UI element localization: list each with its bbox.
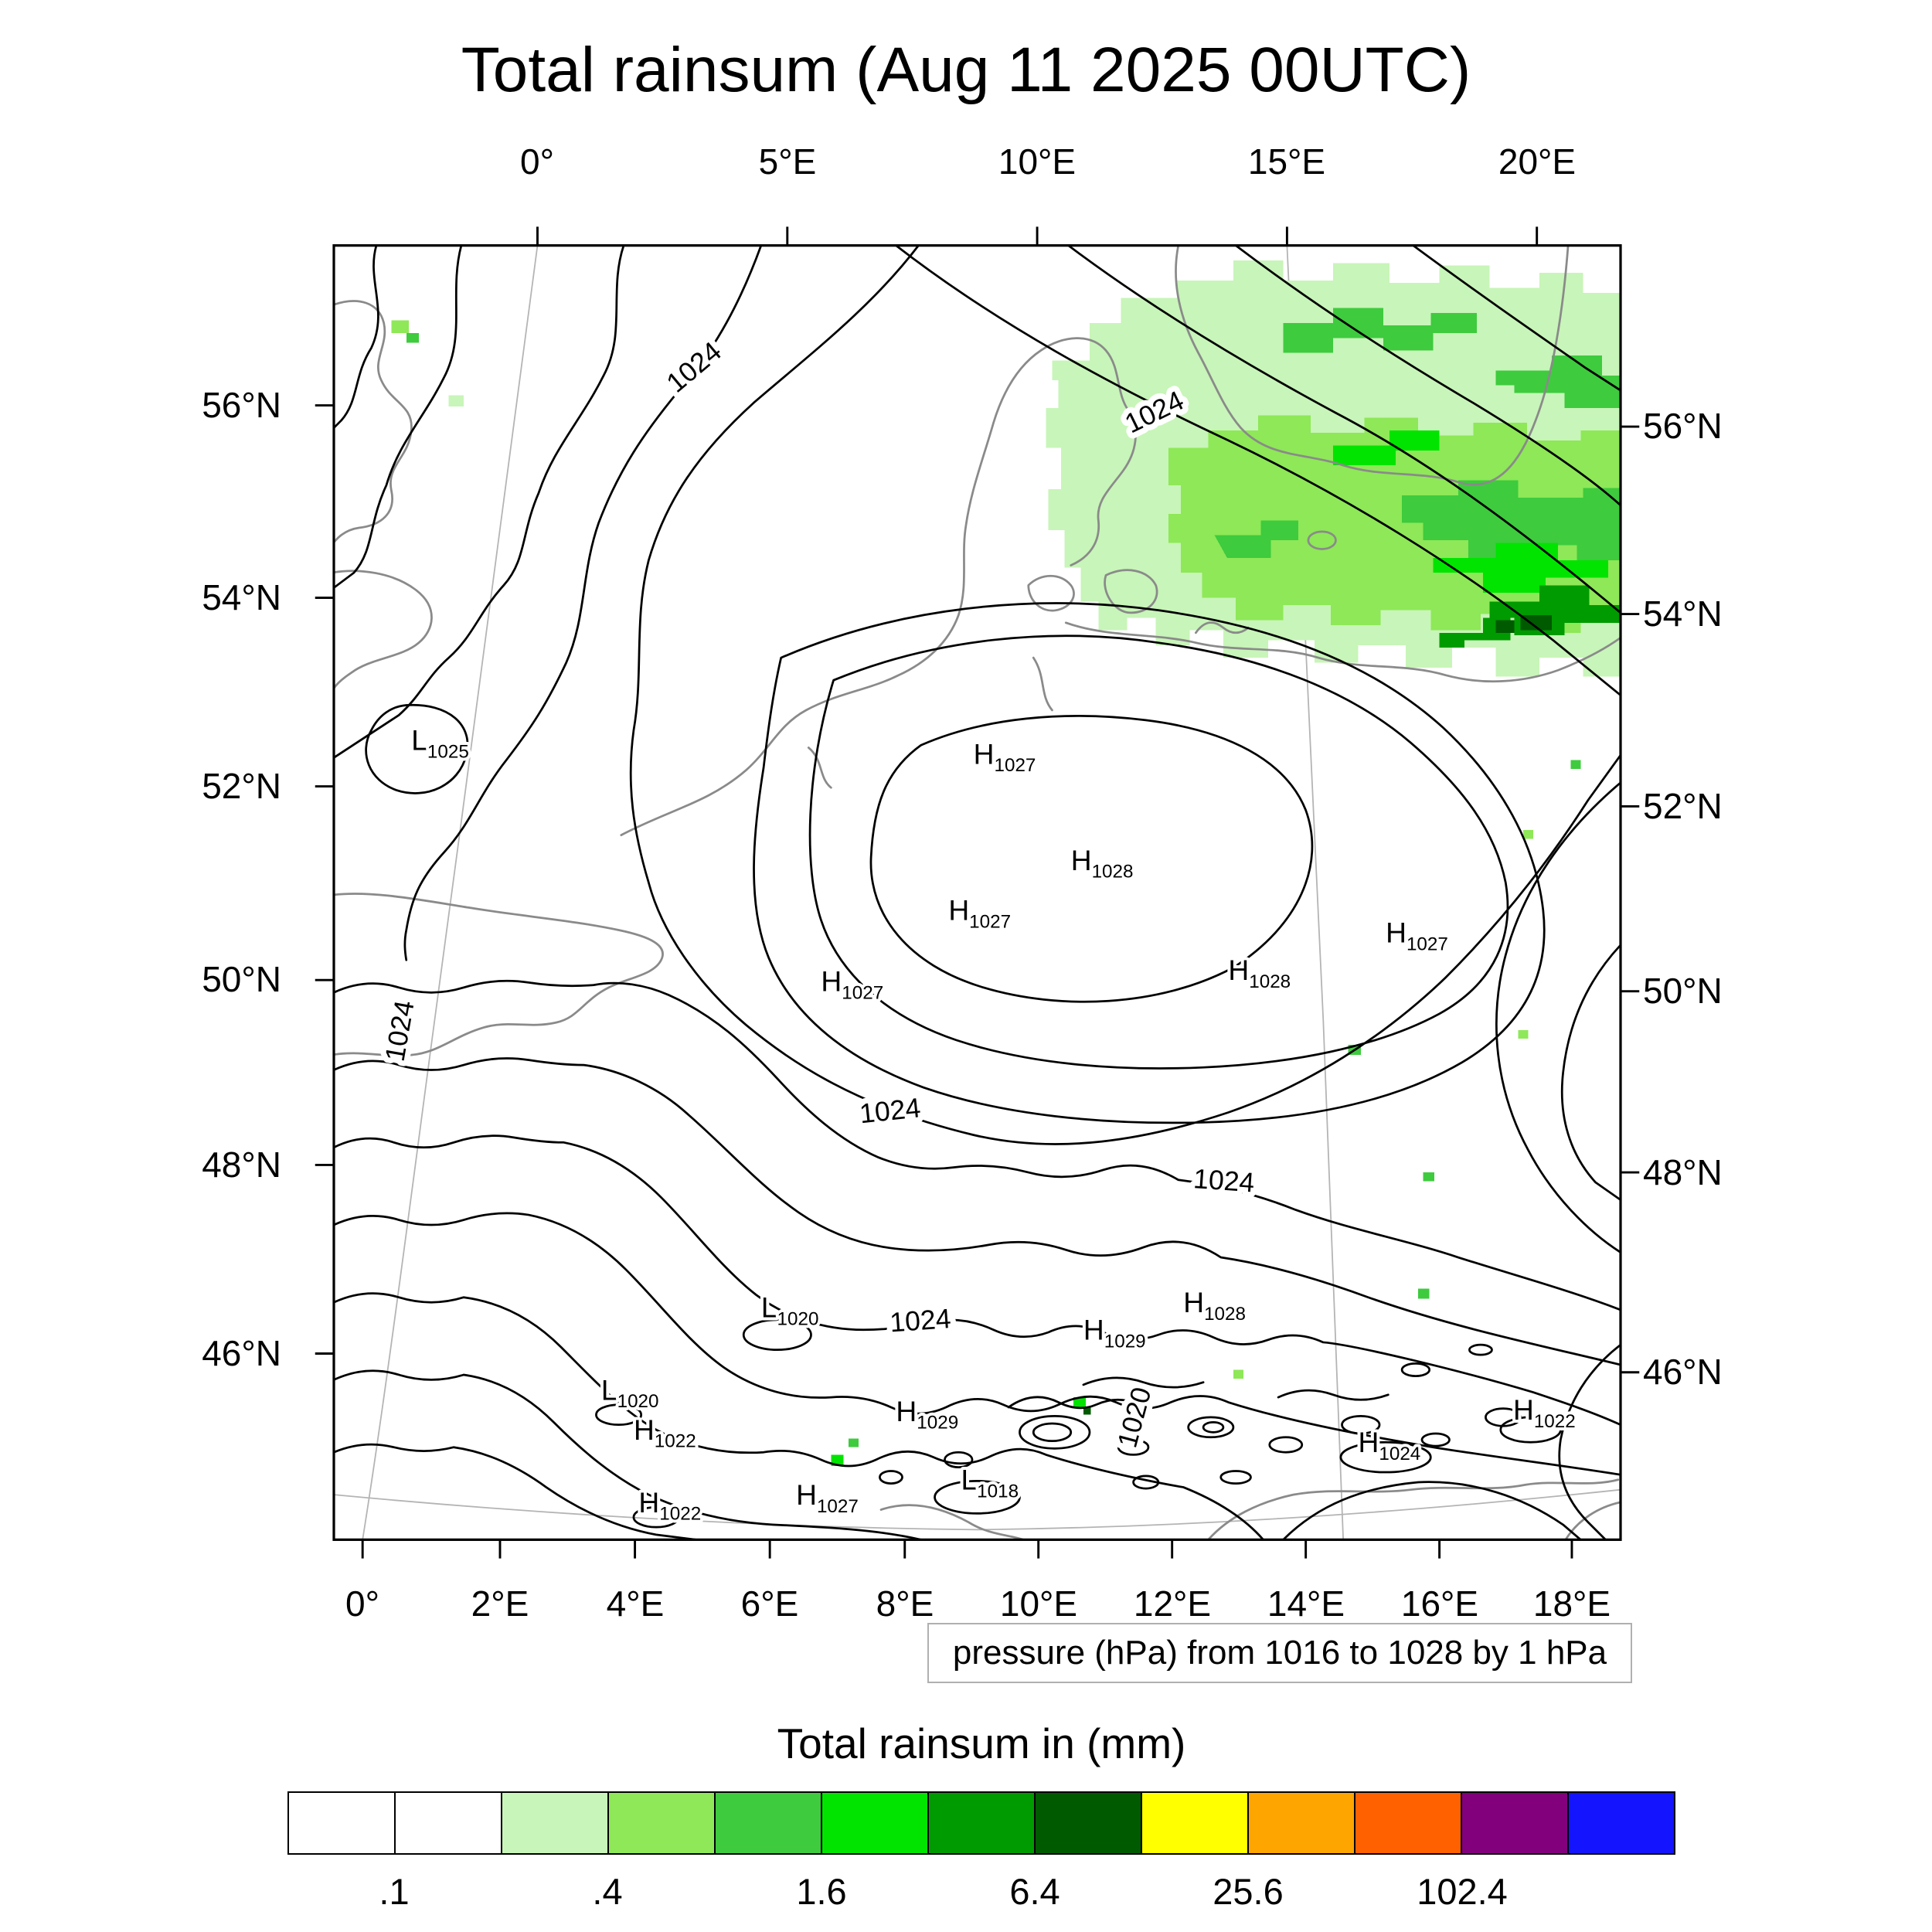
colorbar-cell bbox=[502, 1793, 609, 1853]
y-tick-label-left: 48°N bbox=[202, 1145, 281, 1185]
contour-label: 1020 bbox=[1111, 1384, 1157, 1451]
colorbar-cell bbox=[396, 1793, 502, 1853]
tick-marks bbox=[315, 226, 1640, 1559]
colorbar-tick-label: 1.6 bbox=[796, 1871, 847, 1912]
x-tick-label-top: 0° bbox=[520, 141, 554, 182]
map-border bbox=[332, 244, 1622, 1541]
pressure-center: H1022 bbox=[1513, 1393, 1576, 1432]
pressure-center: H1029 bbox=[1083, 1314, 1146, 1352]
pressure-center: H1029 bbox=[896, 1395, 958, 1434]
colorbar-tick-label: 102.4 bbox=[1417, 1871, 1508, 1912]
y-tick-label-left: 52°N bbox=[202, 766, 281, 806]
x-tick-label-bottom: 16°E bbox=[1400, 1583, 1479, 1624]
pressure-center: H1027 bbox=[821, 965, 883, 1004]
pressure-center: H1022 bbox=[634, 1413, 696, 1452]
colorbar-cell bbox=[1249, 1793, 1355, 1853]
colorbar-cell bbox=[1355, 1793, 1462, 1853]
contour-label: 1024 bbox=[661, 335, 727, 398]
x-tick-label-bottom: 8°E bbox=[876, 1583, 934, 1624]
pressure-center: H1027 bbox=[948, 894, 1011, 933]
y-tick-label-right: 48°N bbox=[1643, 1152, 1723, 1192]
x-tick-label-top: 20°E bbox=[1498, 141, 1577, 182]
colorbar bbox=[287, 1791, 1675, 1855]
map-canvas: L1025 H1027 H1028 H1027 H1027 H1028 H102… bbox=[315, 226, 1640, 1559]
page-title: Total rainsum (Aug 11 2025 00UTC) bbox=[461, 35, 1471, 105]
pressure-center: L1018 bbox=[961, 1464, 1019, 1502]
pressure-contours bbox=[334, 245, 1621, 1540]
colorbar-tick-label: .1 bbox=[379, 1871, 410, 1912]
colorbar-cell bbox=[1142, 1793, 1249, 1853]
x-tick-label-top: 10°E bbox=[998, 141, 1077, 182]
colorbar-title: Total rainsum in (mm) bbox=[777, 1719, 1186, 1767]
colorbar-cell bbox=[609, 1793, 716, 1853]
colorbar-cell bbox=[929, 1793, 1036, 1853]
pressure-center: L1020 bbox=[601, 1373, 659, 1412]
x-tick-label-bottom: 4°E bbox=[606, 1583, 665, 1624]
x-tick-label-top: 15°E bbox=[1247, 141, 1326, 182]
contour-label: 1024 bbox=[1192, 1163, 1256, 1198]
pressure-center: L1020 bbox=[761, 1291, 819, 1330]
pressure-center: H1028 bbox=[1183, 1286, 1246, 1325]
colorbar-tick-label: .4 bbox=[592, 1871, 623, 1912]
pressure-center: H1027 bbox=[796, 1478, 859, 1517]
pressure-center: H1028 bbox=[1071, 844, 1134, 883]
y-tick-label-right: 56°N bbox=[1643, 406, 1723, 446]
y-tick-label-left: 54°N bbox=[202, 577, 281, 617]
weather-map: L1025 H1027 H1028 H1027 H1027 H1028 H102… bbox=[315, 226, 1640, 1559]
contour-label: 1024 bbox=[858, 1092, 922, 1129]
colorbar-cell bbox=[1036, 1793, 1142, 1853]
y-tick-label-left: 50°N bbox=[202, 959, 281, 999]
x-tick-label-bottom: 0° bbox=[345, 1583, 379, 1624]
rain-shading bbox=[391, 260, 1621, 1466]
x-tick-label-bottom: 10°E bbox=[999, 1583, 1078, 1624]
x-tick-label-bottom: 2°E bbox=[471, 1583, 529, 1624]
pressure-center: H1027 bbox=[974, 738, 1036, 777]
coastlines bbox=[334, 245, 1621, 1540]
colorbar-cell bbox=[289, 1793, 396, 1853]
colorbar-cell bbox=[1569, 1793, 1674, 1853]
colorbar-tick-label: 6.4 bbox=[1009, 1871, 1060, 1912]
colorbar-cell bbox=[1462, 1793, 1569, 1853]
y-tick-label-left: 56°N bbox=[202, 385, 281, 425]
y-tick-label-right: 52°N bbox=[1643, 786, 1723, 826]
y-tick-label-left: 46°N bbox=[202, 1333, 281, 1373]
pressure-center: H1028 bbox=[1228, 954, 1291, 992]
colorbar-tick-label: 25.6 bbox=[1213, 1871, 1284, 1912]
x-tick-label-bottom: 6°E bbox=[740, 1583, 799, 1624]
pressure-center-labels: L1025 H1027 H1028 H1027 H1027 H1028 H102… bbox=[408, 721, 1579, 1528]
colorbar-cell bbox=[822, 1793, 929, 1853]
x-tick-label-bottom: 12°E bbox=[1133, 1583, 1212, 1624]
pressure-center: L1025 bbox=[411, 724, 469, 763]
contour-label: 1024 bbox=[889, 1303, 952, 1338]
pressure-center: H1024 bbox=[1359, 1426, 1421, 1464]
pressure-caption: pressure (hPa) from 1016 to 1028 by 1 hP… bbox=[927, 1623, 1632, 1683]
y-tick-label-right: 50°N bbox=[1643, 971, 1723, 1011]
pressure-center: H1027 bbox=[1386, 917, 1448, 955]
x-tick-label-bottom: 14°E bbox=[1267, 1583, 1345, 1624]
y-tick-label-right: 46°N bbox=[1643, 1352, 1723, 1392]
x-tick-label-bottom: 18°E bbox=[1532, 1583, 1611, 1624]
y-tick-label-right: 54°N bbox=[1643, 594, 1723, 634]
contour-value-labels: 1024 1024 1024 1024 1024 1024 1020 bbox=[373, 330, 1261, 1457]
colorbar-cell bbox=[716, 1793, 822, 1853]
x-tick-label-top: 5°E bbox=[758, 141, 817, 182]
pressure-center: H1022 bbox=[638, 1486, 701, 1525]
